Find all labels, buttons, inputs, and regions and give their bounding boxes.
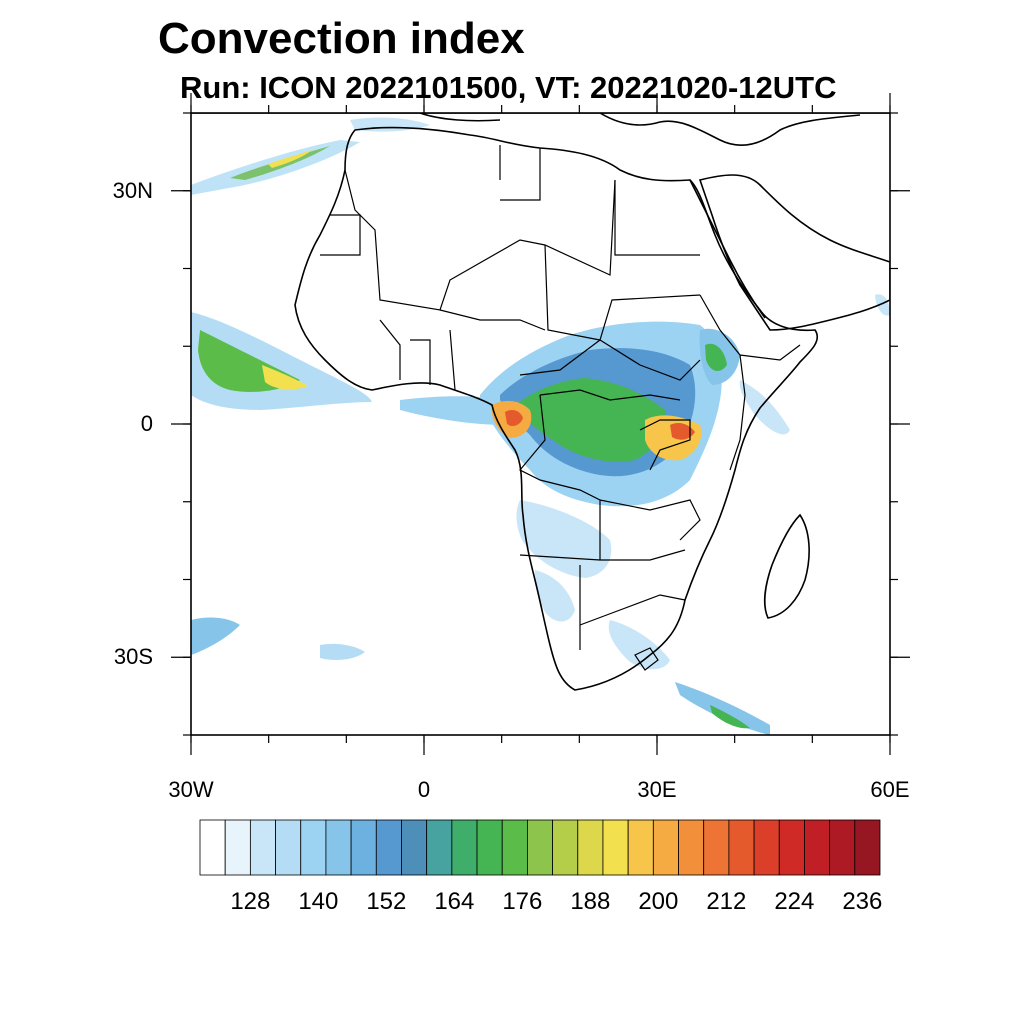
colorbar-box [627,819,654,876]
colorbar-box [753,819,780,876]
colorbar-label: 224 [774,888,815,915]
lat-tick-label: 0 [140,411,153,436]
colorbar-box [325,819,352,876]
colorbar-box [300,819,327,876]
field-central-green [515,378,666,462]
arabian-peninsula [698,174,890,331]
field-atlantic-north-hot [268,150,312,168]
colorbar-label: 164 [434,888,475,915]
colorbar-label: 188 [570,888,611,915]
colorbar-box [703,819,730,876]
colorbar-label: 128 [230,888,271,915]
colorbar-label: 212 [706,888,747,915]
lat-tick-label: 30N [112,177,153,203]
colorbar-box [829,819,856,876]
colorbar-box [375,819,402,876]
colorbar-box [426,819,453,876]
chart-title: Convection index [158,14,525,63]
europe-coast [191,113,890,146]
colorbar-box [527,819,553,876]
colorbar-box [552,819,579,876]
lon-tick-label: 30W [168,777,214,802]
colorbar-box [451,819,478,876]
colorbar-box [476,819,503,876]
colorbar-label: 176 [502,888,543,915]
colorbar-box [224,819,251,876]
colorbar-label: 200 [638,888,679,915]
colorbar-label: 140 [298,888,339,915]
colorbar-box [249,819,276,876]
field-atlantic-itcz-hot [262,365,308,390]
field-guinea-plume [400,396,505,425]
colorbar-box [854,819,881,876]
colorbar-box [401,819,428,876]
country-borders [320,145,801,671]
colorbar-box [728,819,755,876]
lon-tick-label: 60E [870,777,910,802]
field-cameroon-hotcore [505,410,523,426]
colorbar-label: 236 [842,888,883,915]
colorbar-box [678,819,705,876]
madagascar [763,513,810,619]
field-se-indian [675,682,770,735]
red-sea [689,179,766,319]
field-se-atlantic [320,643,365,660]
lon-tick-label: 30E [637,777,677,802]
colorbar-box [501,819,528,876]
colorbar-box [778,819,805,876]
lon-tick-label: 0 [417,777,431,802]
field-ethiopia-core [705,343,727,372]
colorbar-box [275,819,302,876]
field-namibia [534,570,575,622]
field-lakes-hotcore [670,422,695,440]
colorbar-box [602,819,629,876]
field-east-coast [739,380,790,435]
colorbar-box [199,819,226,876]
field-south-africa [608,620,670,670]
field-angola [516,500,612,578]
axis-ticks [171,93,910,755]
colorbar-box [350,819,377,876]
field-arabian-sea [875,294,890,316]
field-se-indian-core [710,705,750,729]
lat-tick-label: 30S [113,644,153,670]
coastlines [191,113,890,691]
colorbar-label: 152 [366,888,407,915]
colorbar-box [804,819,831,876]
field-sw-corner [191,617,240,655]
colorbar-box [652,819,679,876]
chart-subtitle: Run: ICON 2022101500, VT: 20221020-12UTC [180,70,837,105]
colorbar-box [577,819,604,876]
